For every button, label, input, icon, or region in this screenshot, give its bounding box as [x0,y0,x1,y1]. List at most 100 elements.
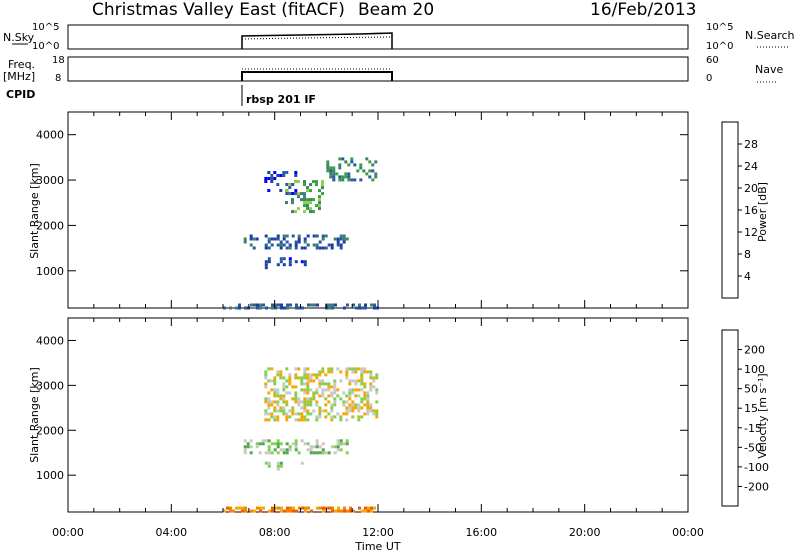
range-cell [309,400,313,404]
range-cell [273,448,277,452]
range-cell [288,379,292,383]
velocity-yticks: 1000 2000 3000 4000 [36,334,688,482]
range-cell [303,442,307,446]
range-cell [258,451,262,455]
range-cell [306,400,310,404]
range-cell [309,412,313,416]
range-cell [279,189,283,192]
colorbar-tick-label: 200 [744,344,765,357]
range-cell [291,409,295,413]
range-cell [306,201,309,205]
range-cell [368,160,372,164]
range-cell [330,406,334,410]
range-cell [348,379,352,383]
range-cell [318,385,322,389]
range-cell [351,388,355,392]
range-cell [279,448,283,452]
range-cell [337,509,340,513]
range-cell [282,243,286,247]
range-cell [372,409,376,413]
range-cell [342,403,346,407]
range-cell [345,418,349,422]
range-cell [366,397,370,401]
range-cell [321,246,325,250]
range-cell [316,506,319,510]
range-cell [331,303,334,307]
range-cell [336,367,340,371]
nave-tick-top: 60 [706,55,719,66]
range-cell [294,442,298,446]
range-cell [332,172,336,176]
range-cell [315,451,319,455]
range-cell [276,263,280,267]
range-cell [264,260,268,264]
range-cell [366,394,370,398]
range-cell [273,394,277,398]
range-cell [342,391,346,395]
range-cell [321,448,325,452]
range-cell [329,169,333,173]
range-cell [244,506,247,510]
range-cell [330,391,334,395]
range-cell [309,448,313,452]
range-cell [338,175,342,179]
range-cell [288,409,292,413]
range-cell [336,388,340,392]
range-cell [273,379,277,383]
range-cell [344,172,348,176]
range-cell [264,243,268,247]
range-cell [351,406,355,410]
range-cell [297,237,301,241]
range-cell [339,237,343,241]
range-cell [288,263,292,267]
range-cell [246,442,250,446]
range-cell [256,303,259,307]
range-cell [288,391,292,395]
range-cell [366,391,370,395]
range-cell [267,177,271,180]
range-cell [339,246,343,250]
range-cell [318,379,322,383]
ytick-label: 2000 [36,424,64,437]
range-cell [276,439,280,443]
range-cell [348,403,352,407]
range-cell [249,451,253,455]
range-cell [351,409,355,413]
range-cell [350,157,354,161]
range-cell [346,509,349,513]
range-cell [357,403,361,407]
range-cell [328,506,331,510]
range-cell [303,397,307,401]
range-cell [249,445,253,449]
range-cell [345,451,349,455]
range-cell [315,388,319,392]
range-cell [329,166,333,170]
range-cell [288,445,292,449]
range-cell [351,367,355,371]
range-cell [310,303,313,307]
range-cell [267,412,271,416]
range-cell [309,397,313,401]
range-cell [318,189,321,193]
range-cell [318,201,321,205]
range-cell [291,183,295,186]
range-cell [297,400,301,404]
range-cell [342,240,346,244]
velocity-ylabel: Slant Range [km] [28,367,41,463]
range-cell [347,172,351,176]
range-cell [285,448,289,452]
range-cell [274,303,277,307]
range-cell [359,163,363,167]
range-cell [318,451,322,455]
range-cell [351,370,355,374]
freq-panel: Freq. [MHz] 18 8 60 0 Nave [3,55,783,84]
range-cell [264,385,268,389]
range-cell [373,303,376,307]
range-cell [306,448,310,452]
range-cell [327,400,331,404]
range-cell [235,306,238,310]
range-cell [295,303,298,307]
range-cell [321,442,325,446]
range-cell [360,406,364,410]
range-cell [348,397,352,401]
